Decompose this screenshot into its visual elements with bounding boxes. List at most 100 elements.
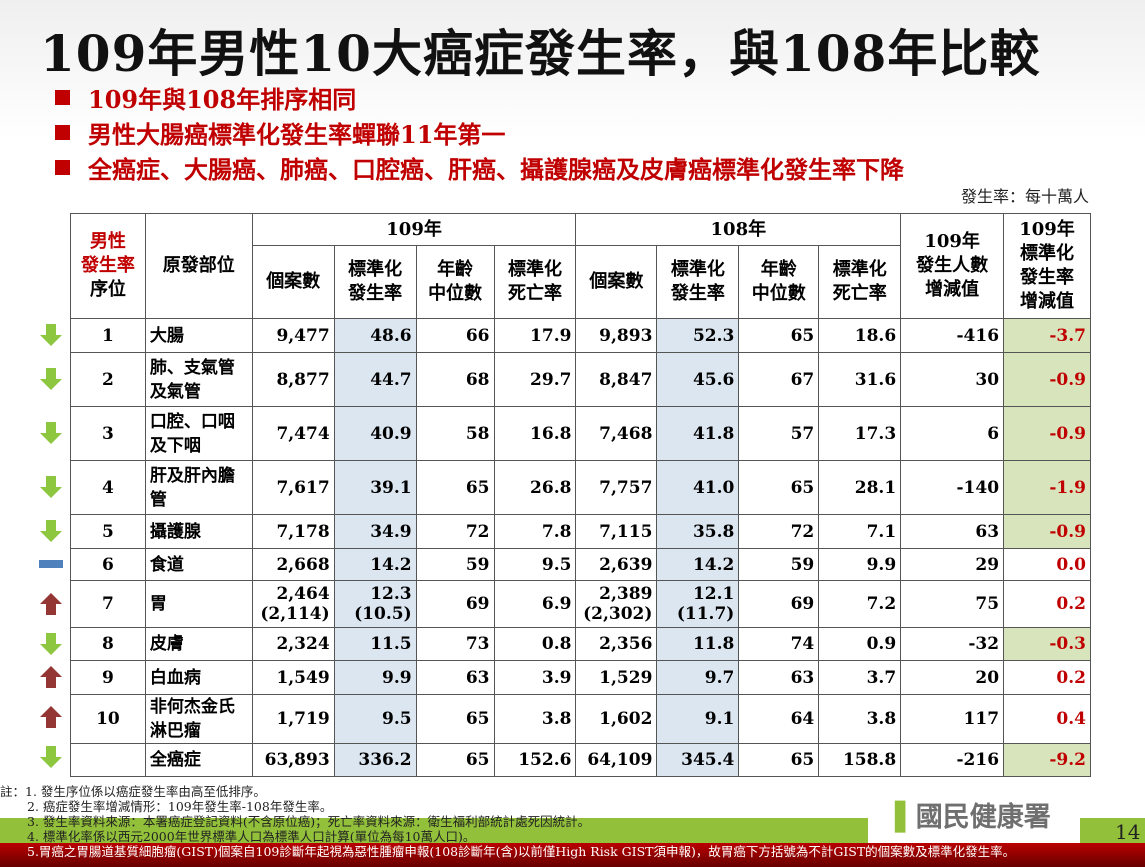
table-row: 7 胃 2,464 (2,114) 12.3 (10.5) 69 6.9 2,389 (2,…: [70, 580, 1091, 628]
cell-c109: 8,877: [251, 352, 335, 407]
cell-a109: 66: [415, 318, 495, 353]
cell-di: -0.9: [1003, 406, 1091, 461]
subheader-std_inc: 標準化 發生率: [333, 245, 417, 319]
cell-dc: -140: [900, 460, 1005, 515]
cell-i109: 34.9: [333, 514, 417, 549]
page-number: 14: [1115, 820, 1141, 844]
subheader-median_age: 年齡 中位數: [415, 245, 495, 319]
arrow-up-icon: [36, 694, 66, 740]
cell-a109: 58: [415, 406, 495, 461]
cell-c108: 7,115: [575, 514, 658, 549]
cell-di: -0.9: [1003, 514, 1091, 549]
cell-c108: 2,639: [575, 548, 658, 581]
square-bullet-icon: [55, 90, 70, 105]
cell-m109: 26.8: [493, 460, 577, 515]
cell-m109: 7.8: [493, 514, 577, 549]
cell-c108: 1,529: [575, 660, 658, 695]
cell-c109: 1,719: [251, 694, 335, 744]
cell-i108: 45.6: [656, 352, 740, 407]
cell-i109: 44.7: [333, 352, 417, 407]
cell-m109: 17.9: [493, 318, 577, 353]
cell-m109: 3.8: [493, 694, 577, 744]
cell-c108: 64,109: [575, 743, 658, 777]
cell-dc: -32: [900, 627, 1005, 661]
cell-a109: 68: [415, 352, 495, 407]
cell-di: 0.2: [1003, 660, 1091, 695]
year109-header: 109年: [251, 213, 577, 246]
cell-i108: 52.3: [656, 318, 740, 353]
cell-c109: 9,477: [251, 318, 335, 353]
cell-i109: 11.5: [333, 627, 417, 661]
cell-site: 口腔、口咽 及下咽: [144, 406, 253, 461]
green-band: [0, 818, 868, 843]
cell-i109: 40.9: [333, 406, 417, 461]
cell-m109: 152.6: [493, 743, 577, 777]
bullet-list: 109年與108年排序相同 男性大腸癌標準化發生率蟬聯11年第一 全癌症、大腸癌…: [55, 80, 904, 185]
cell-m108: 17.3: [818, 406, 902, 461]
cell-di: 0.4: [1003, 694, 1091, 744]
cell-di: -1.9: [1003, 460, 1091, 515]
logo-figure-icon: ▌: [895, 802, 916, 833]
cell-a108: 64: [738, 694, 820, 744]
cell-rank: 1: [70, 318, 146, 353]
cell-c109: 63,893: [251, 743, 335, 777]
cell-a108: 65: [738, 318, 820, 353]
cell-a109: 69: [415, 580, 495, 628]
cell-a108: 63: [738, 660, 820, 695]
cell-m108: 3.7: [818, 660, 902, 695]
cell-m108: 0.9: [818, 627, 902, 661]
cell-rank: 10: [70, 694, 146, 744]
cell-a109: 73: [415, 627, 495, 661]
cell-i109: 9.5: [333, 694, 417, 744]
cell-a109: 59: [415, 548, 495, 581]
dash-icon: [36, 548, 66, 580]
cell-rank: 5: [70, 514, 146, 549]
cancer-table: 男性 發生率 序位 原發部位 109年 108年 109年 發生人數 增減值 10…: [70, 213, 1091, 777]
bullet-item: 全癌症、大腸癌、肺癌、口腔癌、肝癌、攝護腺癌及皮膚癌標準化發生率下降: [55, 150, 904, 185]
cell-c109: 2,324: [251, 627, 335, 661]
diff-cases-header: 109年 發生人數 增減值: [900, 213, 1005, 319]
cell-i108: 35.8: [656, 514, 740, 549]
cell-a109: 72: [415, 514, 495, 549]
unit-label: 發生率：每十萬人: [960, 187, 1089, 206]
cell-c108: 9,893: [575, 318, 658, 353]
cell-dc: 29: [900, 548, 1005, 581]
bullet-text: 全癌症、大腸癌、肺癌、口腔癌、肝癌、攝護腺癌及皮膚癌標準化發生率下降: [88, 155, 904, 184]
cell-di: -0.9: [1003, 352, 1091, 407]
cell-dc: -216: [900, 743, 1005, 777]
arrow-down-icon: [36, 406, 66, 460]
cell-m108: 158.8: [818, 743, 902, 777]
subheader-std_inc: 標準化 發生率: [656, 245, 740, 319]
table-row: 10 非何杰金氏 淋巴瘤 1,719 9.5 65 3.8 1,602 9.1 64 3.8 117…: [70, 694, 1091, 744]
cell-dc: 30: [900, 352, 1005, 407]
footnote: 註：1. 發生序位係以癌症發生率由高至低排序。: [0, 784, 266, 799]
table-row: 1 大腸 9,477 48.6 66 17.9 9,893 52.3 65 18.6 -416 -3.…: [70, 318, 1091, 353]
table-row: 5 攝護腺 7,178 34.9 72 7.8 7,115 35.8 72 7.1 63 -0.9: [70, 514, 1091, 549]
cell-i108: 14.2: [656, 548, 740, 581]
cell-i109: 9.9: [333, 660, 417, 695]
cell-site: 食道: [144, 548, 253, 581]
cell-rank: 3: [70, 406, 146, 461]
cell-rank: 2: [70, 352, 146, 407]
square-bullet-icon: [55, 160, 70, 175]
cell-m109: 0.8: [493, 627, 577, 661]
arrow-down-icon: [36, 352, 66, 406]
cell-site: 非何杰金氏 淋巴瘤: [144, 694, 253, 744]
cell-a109: 65: [415, 743, 495, 777]
table-row: 全癌症 63,893 336.2 65 152.6 64,109 345.4 65 158.8-…: [70, 743, 1091, 777]
bullet-item: 109年與108年排序相同: [55, 80, 904, 115]
cell-i108: 345.4: [656, 743, 740, 777]
cell-dc: -416: [900, 318, 1005, 353]
cell-a108: 57: [738, 406, 820, 461]
cell-site: 肺、支氣管 及氣管: [144, 352, 253, 407]
cell-a108: 59: [738, 548, 820, 581]
rank-header: 男性 發生率 序位: [70, 213, 146, 319]
cell-rank: 7: [70, 580, 146, 628]
cell-i108: 41.0: [656, 460, 740, 515]
cell-c109: 2,464 (2,114): [251, 580, 335, 628]
arrow-up-icon: [36, 580, 66, 627]
subheader-cases: 個案數: [575, 245, 658, 319]
bullet-text: 男性大腸癌標準化發生率蟬聯11年第一: [88, 120, 506, 149]
table-row: 6 食道 2,668 14.2 59 9.5 2,639 14.2 59 9.9 29 0.0: [70, 548, 1091, 581]
cell-i108: 9.1: [656, 694, 740, 744]
